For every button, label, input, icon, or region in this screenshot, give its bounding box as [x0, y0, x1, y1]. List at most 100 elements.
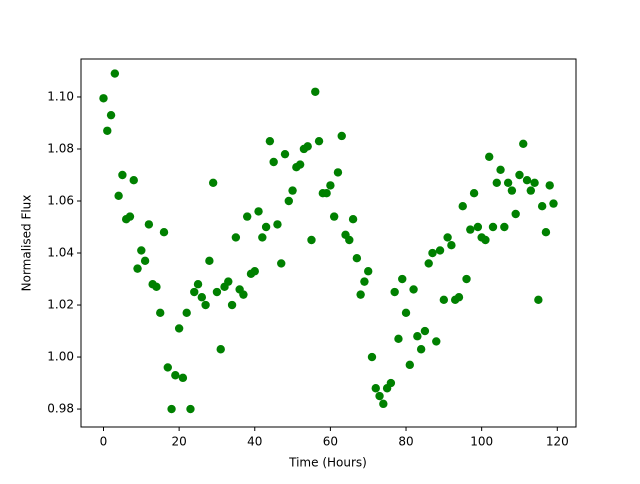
data-point [269, 157, 278, 167]
data-point [152, 282, 161, 292]
data-point [485, 152, 494, 161]
data-point [511, 209, 520, 219]
data-point [106, 110, 116, 120]
data-point [394, 334, 403, 344]
data-point [144, 220, 154, 229]
data-point [212, 287, 222, 297]
x-tick-label: 120 [546, 435, 569, 449]
data-point [167, 404, 176, 414]
data-point [159, 228, 169, 237]
data-point [239, 290, 248, 299]
data-point [367, 352, 377, 362]
data-point [428, 248, 437, 258]
data-point [454, 293, 464, 302]
data-point [333, 168, 343, 177]
data-point [314, 136, 324, 146]
data-point [288, 186, 297, 195]
data-point [352, 254, 362, 263]
data-point [537, 202, 547, 211]
data-point [140, 256, 150, 266]
data-point [125, 212, 135, 221]
data-point [545, 181, 554, 190]
x-tick-label: 80 [398, 435, 413, 449]
data-point [541, 228, 551, 237]
data-point [277, 259, 286, 268]
data-point [242, 212, 252, 221]
data-point [481, 235, 490, 245]
data-point [110, 69, 120, 78]
data-point [273, 220, 282, 229]
data-point [496, 165, 505, 174]
data-point [178, 373, 188, 383]
data-point [424, 259, 433, 268]
data-point [295, 160, 305, 169]
data-point [443, 233, 452, 242]
y-tick-label: 1.02 [47, 298, 74, 312]
data-point [329, 212, 339, 221]
data-point [515, 170, 524, 180]
data-point [190, 287, 199, 297]
y-axis-label: Normalised Flux [20, 195, 34, 292]
data-point [99, 94, 108, 103]
data-point [171, 371, 180, 380]
x-tick-label: 20 [171, 435, 186, 449]
data-point [227, 300, 237, 310]
data-point [379, 399, 388, 409]
data-point [205, 256, 214, 266]
data-point [534, 295, 543, 305]
data-point [311, 87, 320, 96]
data-point [163, 363, 172, 372]
data-point [261, 222, 271, 232]
data-point [492, 178, 501, 187]
data-point [182, 308, 191, 318]
data-point [258, 233, 267, 242]
data-point [364, 267, 373, 276]
data-point [337, 131, 346, 141]
data-point [522, 175, 532, 185]
data-point [507, 186, 517, 195]
data-point [250, 267, 259, 276]
data-point [201, 300, 210, 310]
data-point [254, 207, 263, 216]
data-point [432, 337, 441, 346]
data-point [265, 136, 275, 146]
y-tick-label: 1.06 [47, 193, 74, 207]
data-point [549, 199, 558, 208]
data-point [322, 188, 331, 198]
data-point [413, 332, 422, 341]
data-point [526, 186, 536, 195]
data-point [103, 126, 112, 135]
x-tick-label: 0 [100, 435, 108, 449]
data-point [466, 225, 475, 234]
data-point [216, 345, 225, 354]
data-point [503, 178, 513, 187]
data-point [398, 274, 407, 284]
data-point [439, 295, 449, 305]
data-point [224, 277, 233, 286]
data-point [284, 196, 293, 206]
data-point [174, 324, 184, 333]
plot-frame [80, 58, 577, 428]
x-tick-label: 60 [323, 435, 338, 449]
data-point [405, 360, 415, 370]
data-point [326, 181, 335, 190]
y-tick-label: 1.00 [47, 350, 74, 364]
data-point [401, 308, 411, 318]
data-point [469, 188, 479, 198]
data-point [193, 280, 203, 289]
data-point [375, 391, 384, 401]
data-point [186, 404, 195, 414]
data-point [371, 384, 380, 393]
y-tick-label: 1.10 [47, 89, 74, 103]
data-point [409, 285, 418, 294]
data-point [303, 142, 312, 151]
data-point [345, 235, 354, 245]
data-point [390, 287, 399, 297]
data-point [462, 274, 471, 284]
data-point [447, 241, 456, 250]
y-tick-label: 1.08 [47, 141, 74, 155]
data-point [118, 170, 127, 180]
y-tick-label: 1.04 [47, 246, 74, 260]
data-point [137, 246, 146, 255]
